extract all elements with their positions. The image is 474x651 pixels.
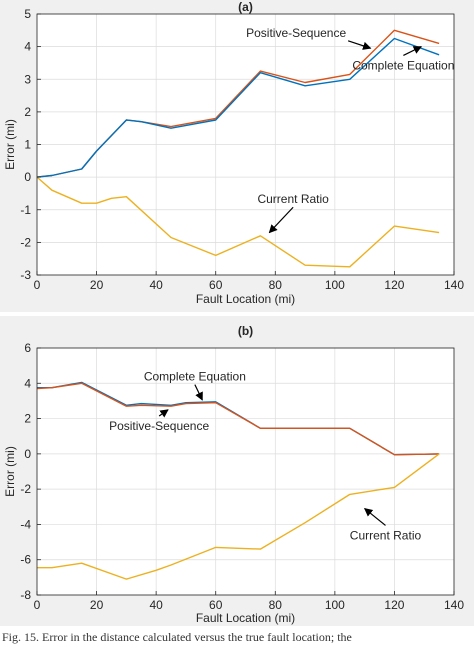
series-line-current-ratio-b [37, 453, 440, 580]
chart-title-a: (a) [238, 0, 253, 14]
series-line-complete-equation-a [36, 37, 440, 178]
y-tick-label: 2 [24, 412, 31, 426]
y-tick-label: 2 [24, 105, 31, 119]
x-tick-label: 40 [149, 278, 163, 292]
y-tick-label: -8 [20, 588, 31, 602]
annotation-arrow-complete-equation [403, 46, 422, 57]
x-tick-label: 140 [444, 598, 464, 612]
y-tick-label: 4 [24, 40, 31, 54]
y-tick-label: 6 [24, 341, 31, 355]
annotation-arrow-positive-sequence [158, 409, 169, 418]
chart-panel-a: (a) Positive-Sequence Complete Equation Cu… [0, 0, 474, 312]
x-tick-label: 40 [149, 598, 163, 612]
y-axis-label-a: Error (mi) [3, 119, 17, 170]
y-tick-label: -1 [20, 203, 31, 217]
axes-box-b [36, 347, 455, 596]
y-tick-label: 0 [24, 447, 31, 461]
y-tick-label: 1 [24, 138, 31, 152]
series-layer-b [36, 381, 440, 580]
x-tick-label: 140 [444, 278, 464, 292]
tick-labels-a: 0 20 40 60 80 100 120 140 -3 -2 -1 0 1 2 3 4 5 [20, 7, 464, 292]
chart-panel-b: (b) Complete Equation Positive-Sequence Cu… [0, 316, 474, 626]
x-tick-label: 20 [90, 598, 104, 612]
x-tick-label: 0 [34, 278, 41, 292]
x-axis-label-a: Fault Location (mi) [196, 292, 295, 306]
y-axis-label-b: Error (mi) [3, 446, 17, 497]
annotation-arrow-positive-sequence [347, 40, 372, 50]
series-line-positive-sequence-b [36, 382, 440, 456]
annotation-arrow-current-ratio [268, 206, 294, 234]
annotation-label-positive-sequence: Positive-Sequence [109, 419, 209, 433]
y-tick-label: -6 [20, 553, 31, 567]
x-tick-label: 120 [384, 598, 404, 612]
annotations-a: Positive-Sequence Complete Equation Curren… [246, 26, 454, 234]
x-tick-label: 20 [90, 278, 104, 292]
y-tick-label: -2 [20, 482, 31, 496]
y-tick-label: 3 [24, 72, 31, 86]
annotation-label-complete-equation: Complete Equation [144, 370, 246, 384]
x-tick-label: 80 [269, 598, 283, 612]
annotation-label-current-ratio: Current Ratio [257, 192, 329, 206]
y-tick-label: -4 [20, 517, 31, 531]
annotation-arrow-current-ratio [363, 508, 386, 526]
chart-title-b: (b) [238, 324, 253, 338]
annotation-label-positive-sequence: Positive-Sequence [246, 26, 346, 40]
x-tick-label: 60 [209, 278, 223, 292]
x-axis-label-b: Fault Location (mi) [196, 611, 295, 625]
x-tick-label: 60 [209, 598, 223, 612]
x-tick-label: 0 [34, 598, 41, 612]
x-tick-label: 100 [325, 278, 345, 292]
y-tick-label: 0 [24, 170, 31, 184]
y-tick-label: -3 [20, 268, 31, 282]
y-tick-label: 4 [24, 376, 31, 390]
series-line-current-ratio-a [36, 176, 440, 268]
annotation-arrow-complete-equation [194, 384, 203, 401]
y-tick-label: -2 [20, 235, 31, 249]
x-tick-label: 80 [269, 278, 283, 292]
series-layer-a [36, 29, 440, 268]
annotations-b: Complete Equation Positive-Sequence Curren… [109, 370, 421, 543]
x-tick-label: 100 [325, 598, 345, 612]
y-tick-label: 5 [24, 7, 31, 21]
annotation-label-complete-equation: Complete Equation [352, 58, 454, 72]
annotation-label-current-ratio: Current Ratio [350, 528, 422, 542]
tick-labels-b: 0 20 40 60 80 100 120 140 -8 -6 -4 -2 0 2 4 6 [20, 341, 464, 612]
figure-caption: Fig. 15. Error in the distance calculate… [2, 630, 352, 644]
x-tick-label: 120 [384, 278, 404, 292]
plot-area-b [37, 348, 454, 595]
